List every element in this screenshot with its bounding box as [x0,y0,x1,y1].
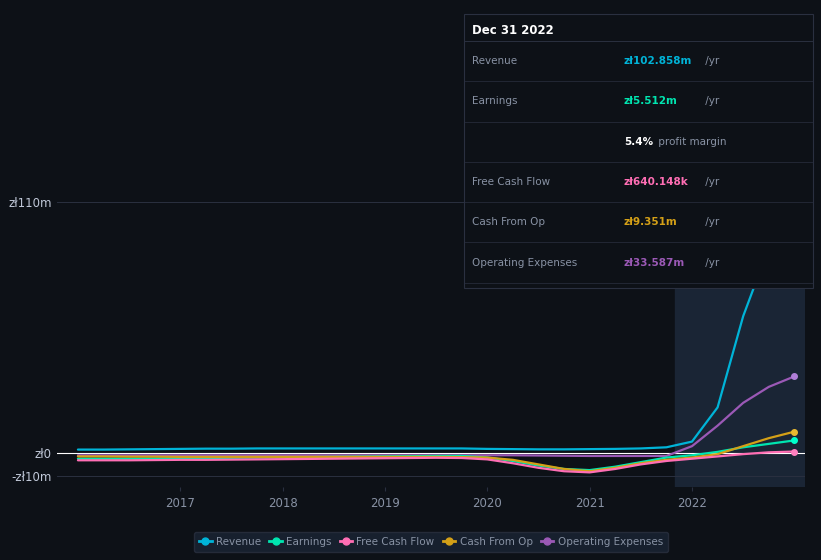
Text: Revenue: Revenue [472,56,517,66]
Text: zł33.587m: zł33.587m [624,258,686,268]
Text: Free Cash Flow: Free Cash Flow [472,177,550,187]
Text: Operating Expenses: Operating Expenses [472,258,577,268]
Text: /yr: /yr [702,177,719,187]
Text: /yr: /yr [702,217,719,227]
Text: Earnings: Earnings [472,96,517,106]
Text: zł5.512m: zł5.512m [624,96,678,106]
Text: zł102.858m: zł102.858m [624,56,692,66]
Legend: Revenue, Earnings, Free Cash Flow, Cash From Op, Operating Expenses: Revenue, Earnings, Free Cash Flow, Cash … [194,532,668,552]
Text: /yr: /yr [702,96,719,106]
Text: /yr: /yr [702,258,719,268]
Text: /yr: /yr [702,56,719,66]
Bar [675,168,805,487]
Text: zł9.351m: zł9.351m [624,217,677,227]
Text: zł640.148k: zł640.148k [624,177,689,187]
Text: Cash From Op: Cash From Op [472,217,545,227]
Text: profit margin: profit margin [655,137,727,147]
Text: 5.4%: 5.4% [624,137,653,147]
Text: Dec 31 2022: Dec 31 2022 [472,24,554,38]
